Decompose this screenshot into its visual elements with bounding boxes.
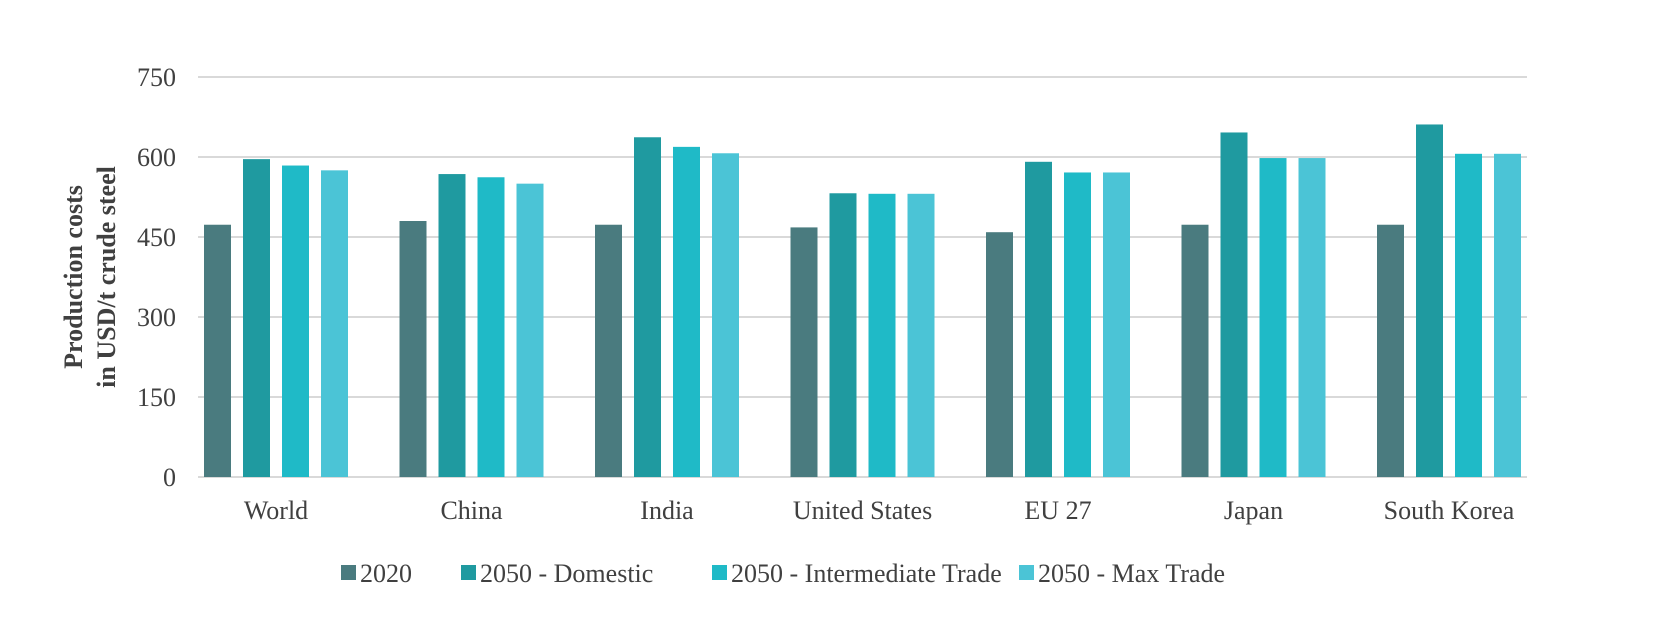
- bar: [791, 227, 818, 477]
- y-tick-label: 300: [137, 303, 176, 332]
- bar: [1377, 225, 1404, 477]
- y-axis-ticks: 0 150 300 450 600 750: [137, 63, 176, 492]
- bar: [1455, 154, 1482, 477]
- bar: [400, 221, 427, 477]
- y-tick-label: 600: [137, 143, 176, 172]
- legend-label: 2050 - Intermediate Trade: [731, 559, 1002, 588]
- y-axis-label-line-2: in USD/t crude steel: [92, 166, 121, 388]
- x-axis-categories: World China India United States EU 27 Japan So…: [244, 496, 1515, 525]
- legend-swatch: [1019, 565, 1034, 580]
- bar: [1025, 162, 1052, 477]
- gridlines: [198, 77, 1527, 477]
- x-category-label: EU 27: [1024, 496, 1091, 525]
- legend-swatch: [712, 565, 727, 580]
- bar: [1299, 158, 1326, 477]
- bar: [712, 153, 739, 477]
- legend-swatch: [341, 565, 356, 580]
- bar: [243, 159, 270, 477]
- bar: [634, 137, 661, 477]
- bar: [1064, 172, 1091, 477]
- legend: 2020 2050 - Domestic 2050 - Intermediate T…: [341, 559, 1225, 588]
- x-category-label: World: [244, 496, 308, 525]
- y-tick-label: 750: [137, 63, 176, 92]
- bar: [986, 232, 1013, 477]
- x-category-label: United States: [793, 496, 932, 525]
- bar: [478, 177, 505, 477]
- chart-container: 0 150 300 450 600 750 World China India United S…: [0, 0, 1659, 639]
- legend-label: 2020: [360, 559, 412, 588]
- bar: [1260, 158, 1287, 477]
- bar: [830, 193, 857, 477]
- bar: [204, 225, 231, 477]
- bar: [869, 194, 896, 477]
- bar: [595, 225, 622, 477]
- x-category-label: China: [440, 496, 503, 525]
- x-category-label: Japan: [1224, 496, 1283, 525]
- bar: [673, 147, 700, 477]
- legend-swatch: [461, 565, 476, 580]
- bar: [1182, 225, 1209, 477]
- y-tick-label: 150: [137, 383, 176, 412]
- x-category-label: India: [640, 496, 694, 525]
- bars: [204, 124, 1521, 477]
- bar: [517, 184, 544, 477]
- bar: [1494, 154, 1521, 477]
- y-axis-label: Production costs in USD/t crude steel: [59, 166, 121, 388]
- bar: [1103, 172, 1130, 477]
- y-tick-label: 450: [137, 223, 176, 252]
- y-axis-label-line-1: Production costs: [59, 185, 88, 369]
- bar: [282, 166, 309, 477]
- bar: [1221, 132, 1248, 477]
- bar: [908, 194, 935, 477]
- y-tick-label: 0: [163, 463, 176, 492]
- bar: [321, 170, 348, 477]
- legend-label: 2050 - Domestic: [480, 559, 653, 588]
- x-category-label: South Korea: [1384, 496, 1515, 525]
- legend-label: 2050 - Max Trade: [1038, 559, 1225, 588]
- bar-chart: 0 150 300 450 600 750 World China India United S…: [0, 0, 1659, 639]
- bar: [1416, 124, 1443, 477]
- bar: [439, 174, 466, 477]
